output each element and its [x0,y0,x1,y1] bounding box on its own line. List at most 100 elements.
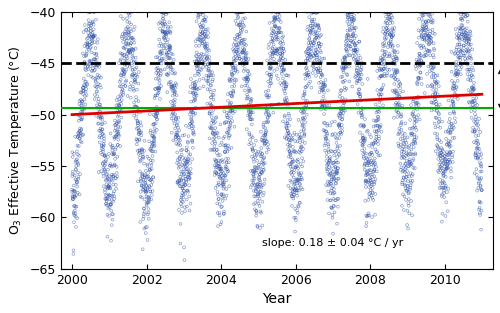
Point [170,103,177,108]
Point [150,139,158,144]
Point [306,28,314,33]
Point [294,160,302,165]
Point [286,138,294,143]
Point [340,106,348,111]
Point [235,42,243,47]
Point [169,93,177,98]
Point [468,85,476,90]
Point [235,23,243,28]
Point [69,197,77,202]
Point [265,42,273,47]
Point [360,150,368,155]
Point [390,71,398,76]
Point [469,96,477,101]
Point [300,110,308,115]
Point [324,147,332,152]
Point [78,103,86,108]
Point [438,181,446,186]
Point [154,73,162,78]
Point [276,40,284,45]
Point [116,144,124,149]
Point [198,51,205,56]
Point [342,86,350,91]
Point [328,132,336,137]
Point [266,20,274,25]
Point [224,136,232,141]
Point [434,110,442,115]
Point [80,97,88,102]
Point [177,202,185,207]
Point [216,143,224,148]
Point [268,26,276,31]
Point [168,82,175,87]
Point [428,100,436,105]
Point [96,110,104,115]
Point [106,186,114,191]
Point [341,61,349,66]
Point [158,51,166,56]
Point [395,102,403,107]
Point [204,87,212,92]
Point [130,27,138,32]
Point [391,88,399,93]
Point [424,84,432,89]
Point [296,200,304,205]
Point [434,73,442,78]
Point [275,9,283,14]
Point [420,30,428,35]
Point [122,42,130,47]
Point [444,153,452,158]
Point [116,58,124,63]
Point [378,73,386,78]
Point [456,42,464,47]
Point [328,120,336,125]
Point [268,9,276,14]
Point [418,33,426,38]
Point [158,48,166,53]
Point [78,99,86,104]
Point [306,29,314,34]
Point [99,171,107,176]
Point [463,9,471,14]
Point [440,191,448,196]
Point [428,39,436,44]
Point [280,41,287,46]
Point [224,156,232,161]
Point [239,16,247,21]
Point [311,51,319,56]
Point [285,137,293,142]
Point [284,121,292,126]
Point [167,85,175,90]
Point [92,51,100,56]
Point [240,42,248,47]
Point [163,9,171,14]
Point [242,56,250,61]
Point [250,172,258,177]
Point [266,65,274,70]
Point [144,171,152,176]
Point [108,198,116,203]
Point [452,65,460,70]
Point [214,192,222,197]
Point [467,92,475,97]
Point [245,142,253,147]
Point [472,153,480,158]
Point [90,57,98,62]
Point [134,99,142,104]
Point [284,117,292,122]
Point [159,16,167,21]
Point [329,174,337,179]
Point [360,163,368,168]
Point [336,91,344,96]
Point [151,93,159,98]
Point [410,137,418,142]
Point [390,81,398,86]
Point [264,93,272,98]
Point [460,30,468,35]
Point [419,24,427,29]
Point [327,205,335,210]
Point [209,104,217,109]
Point [234,51,242,56]
Point [252,166,260,171]
Point [444,162,452,167]
